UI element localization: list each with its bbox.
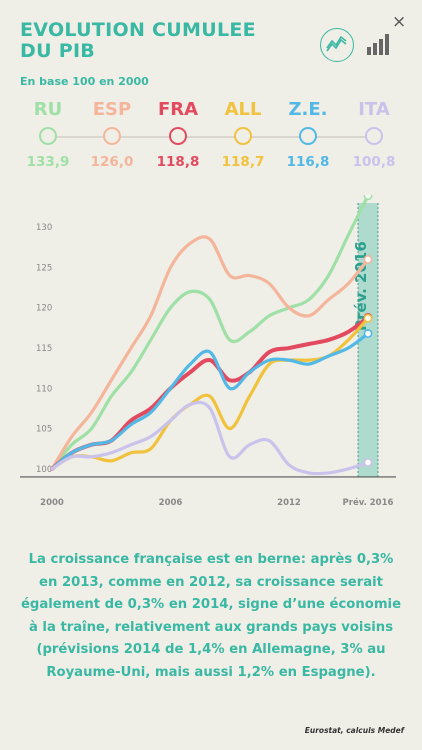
series-line-FRA: [50, 315, 370, 471]
legend-name-4: Z.E.: [288, 99, 328, 120]
y-tick-label: 110: [36, 384, 52, 394]
x-tick-label: Prév. 2016: [343, 497, 394, 508]
legend-value-0: 133,9: [26, 154, 70, 170]
y-tick-label: 105: [36, 425, 52, 435]
legend-value-4: 116,8: [286, 154, 330, 170]
y-tick-label: 100: [36, 465, 52, 475]
x-tick-label: 2006: [159, 498, 183, 508]
legend-toggle-5[interactable]: [365, 127, 383, 145]
legend-value-5: 100,8: [352, 154, 396, 170]
series-line-RU: [50, 195, 370, 471]
chart-subtitle: En base 100 en 2000: [20, 75, 149, 88]
legend-toggle-0[interactable]: [39, 127, 57, 145]
legend-name-1: ESP: [92, 99, 132, 120]
series-endpoint-RU: [363, 195, 373, 201]
legend-value-3: 118,7: [221, 154, 265, 170]
y-tick-label: 115: [36, 344, 52, 354]
forecast-band: [358, 203, 378, 477]
line-chart-button[interactable]: [320, 28, 354, 62]
series-endpoint-ESP: [363, 255, 373, 264]
close-icon[interactable]: ×: [392, 12, 407, 32]
x-tick-label: 2012: [277, 498, 301, 508]
y-tick-label: 125: [36, 263, 52, 273]
legend-toggle-1[interactable]: [103, 127, 121, 145]
y-tick-label: 130: [36, 223, 52, 233]
y-tick-label: 120: [36, 304, 52, 314]
bar-chart-button[interactable]: [362, 28, 396, 62]
legend-toggle-3[interactable]: [234, 127, 252, 145]
legend-toggle-2[interactable]: [169, 127, 187, 145]
line-chart-icon: [326, 35, 347, 52]
legend-name-3: ALL: [224, 99, 262, 120]
legend-value-1: 126,0: [90, 154, 134, 170]
series-endpoint-ALL: [363, 313, 373, 323]
legend-name-5: ITA: [358, 99, 390, 120]
series-line-ESP: [50, 235, 370, 471]
line-chart: 100 105 110 115 120 125 130 Prév. 2016 2000 2006 2…: [20, 195, 396, 508]
x-tick-label: 2000: [40, 498, 64, 508]
legend-value-2: 118,8: [156, 154, 200, 170]
commentary-text: La croissance française est en berne: ap…: [20, 552, 402, 680]
legend-name-0: RU: [33, 99, 63, 120]
series-line-Z.E.: [50, 331, 370, 471]
chart-title: EVOLUTION CUMULEE DU PIB: [20, 19, 256, 62]
series-line-ITA: [50, 400, 370, 476]
series-endpoint-Z.E.: [363, 329, 373, 338]
legend-connector: [40, 136, 380, 138]
source-note: Eurostat, calculs Medef: [304, 726, 404, 735]
series-line-ALL: [50, 316, 370, 471]
bar-chart-icon: [367, 34, 389, 55]
legend-toggle-4[interactable]: [299, 127, 317, 145]
series-endpoint-ITA: [363, 458, 373, 467]
legend-name-2: FRA: [157, 99, 199, 120]
